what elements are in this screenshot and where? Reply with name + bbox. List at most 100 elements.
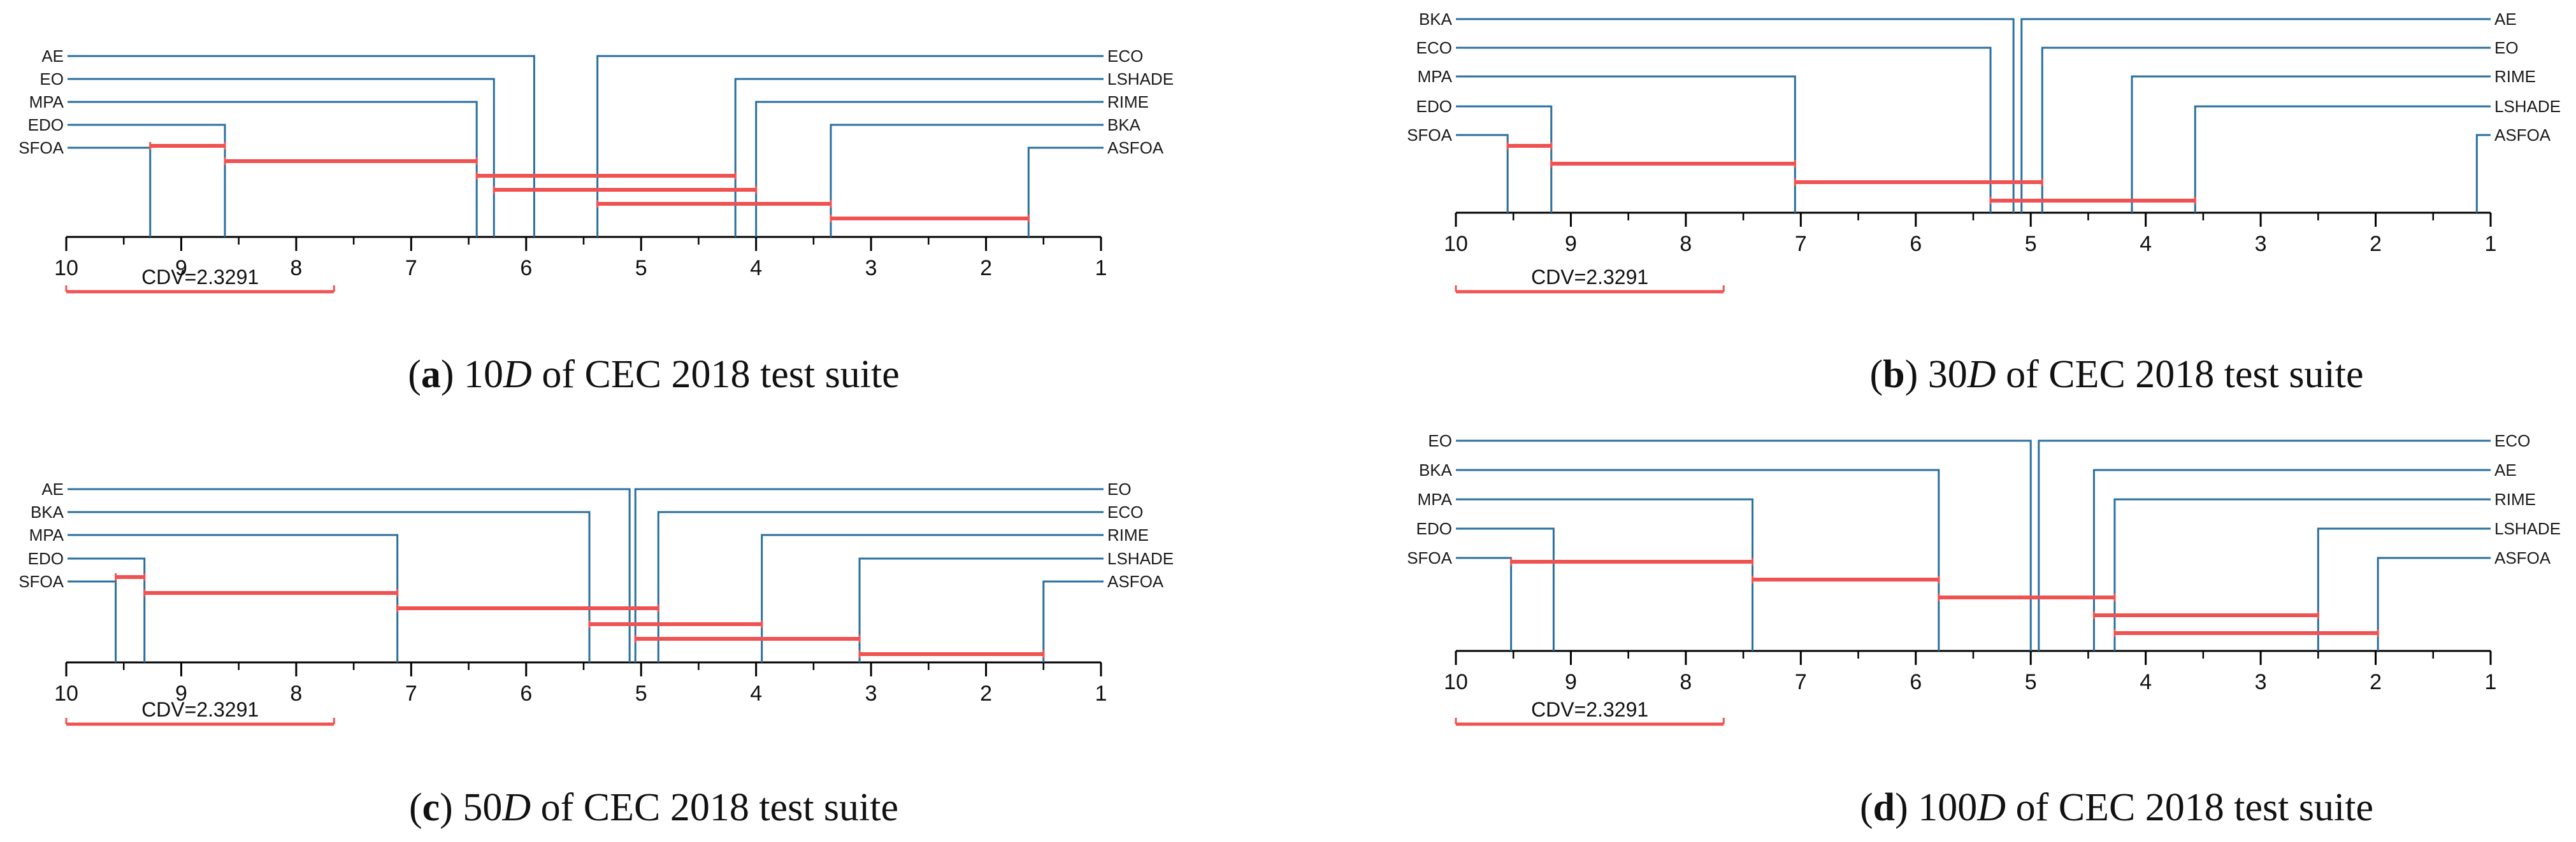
tick-label: 10 (1444, 670, 1468, 694)
method-label-sfoa: SFOA (18, 138, 64, 157)
panel-caption: (d) 100D of CEC 2018 test suite (1860, 786, 2373, 829)
panel-letter: b (1883, 353, 1904, 396)
method-label-bka: BKA (31, 503, 64, 522)
tick-label: 5 (2025, 670, 2037, 694)
method-label-eco: ECO (1107, 503, 1143, 522)
method-line-eo (2041, 46, 2491, 213)
method-label-rime: RIME (1107, 525, 1149, 545)
tick-label: 1 (1095, 681, 1107, 706)
caption-dim: 50 (463, 786, 502, 829)
panel-caption: (b) 30D of CEC 2018 test suite (1870, 353, 2364, 396)
tick-label: 9 (1565, 670, 1577, 694)
method-label-edo: EDO (1416, 519, 1452, 538)
cd-label: CDV=2.3291 (1531, 266, 1648, 289)
method-label-asfoa: ASFOA (1107, 138, 1164, 157)
method-label-lshade: LSHADE (2494, 519, 2561, 538)
tick-label: 6 (520, 681, 532, 706)
method-line-lshade (2317, 527, 2491, 651)
method-line-eco (1456, 46, 1992, 213)
panel-caption: (c) 50D of CEC 2018 test suite (409, 786, 898, 829)
tick-label: 10 (54, 256, 78, 280)
tick-label: 8 (290, 256, 302, 280)
caption-dim: 30 (1928, 353, 1968, 396)
tick-label: 1 (1095, 256, 1107, 280)
method-label-bka: BKA (1419, 460, 1453, 480)
method-label-rime: RIME (1107, 92, 1149, 111)
method-line-sfoa (1456, 557, 1513, 651)
method-line-rime (2113, 498, 2491, 651)
panel-letter: a (421, 353, 441, 396)
tick-label: 2 (2370, 232, 2382, 256)
tick-label: 3 (2255, 670, 2267, 694)
caption-rest: of CEC 2018 test suite (531, 786, 898, 829)
caption-dim: 100 (1918, 786, 1977, 829)
method-line-eo (634, 488, 1104, 662)
method-line-lshade (858, 557, 1104, 662)
method-label-ae: AE (41, 480, 64, 499)
tick-label: 9 (1565, 232, 1577, 256)
tick-label: 5 (635, 681, 647, 706)
caption-dim-unit: D (503, 353, 532, 396)
method-label-sfoa: SFOA (1407, 125, 1452, 145)
tick-label: 9 (175, 256, 187, 280)
tick-label: 1 (2485, 670, 2497, 694)
method-line-edo (1456, 105, 1553, 213)
method-label-mpa: MPA (29, 92, 64, 111)
caption-dim-unit: D (1967, 353, 1996, 396)
cd-panel-a: 10 9 8 7 6 5 4 3 2 1 AE EO MPA EDO SFOA ECO LSHADE RIME BK… (18, 46, 1174, 396)
caption-dim-unit: D (1976, 786, 2006, 829)
method-line-eco (657, 511, 1104, 662)
method-label-asfoa: ASFOA (2494, 125, 2551, 145)
cd-label: CDV=2.3291 (141, 698, 259, 721)
method-label-mpa: MPA (1418, 67, 1453, 86)
tick-label: 6 (520, 256, 532, 280)
tick-label: 9 (175, 681, 187, 706)
method-label-ae: AE (2494, 10, 2517, 29)
tick-label: 3 (865, 681, 877, 706)
method-line-edo (1456, 527, 1555, 651)
method-line-asfoa (2475, 134, 2491, 213)
method-line-ae (68, 488, 631, 662)
tick-label: 1 (2485, 232, 2497, 256)
method-line-eco (2038, 439, 2491, 651)
method-label-bka: BKA (1419, 10, 1453, 29)
method-label-rime: RIME (2494, 67, 2536, 86)
method-line-sfoa (68, 580, 117, 662)
tick-label: 10 (54, 681, 78, 706)
panel-letter: d (1873, 786, 1895, 829)
method-line-eo (68, 78, 495, 237)
method-line-asfoa (1027, 146, 1104, 237)
tick-label: 5 (635, 256, 647, 280)
method-label-bka: BKA (1107, 115, 1141, 134)
panel-letter: c (422, 786, 440, 829)
method-label-asfoa: ASFOA (1107, 572, 1164, 591)
cd-panel-d: 10 9 8 7 6 5 4 3 2 1 EO BKA MPA EDO SFOA ECO AE RIME LSHAD… (1407, 431, 2561, 829)
method-line-edo (68, 124, 226, 237)
caption-rest: of CEC 2018 test suite (1996, 353, 2364, 396)
method-line-ae (68, 55, 535, 237)
method-label-eo: EO (2494, 38, 2519, 57)
method-label-eco: ECO (1416, 38, 1452, 57)
method-line-mpa (68, 534, 399, 662)
caption-dim: 10 (464, 353, 503, 396)
method-label-edo: EDO (1416, 97, 1452, 116)
tick-label: 4 (2140, 670, 2152, 694)
tick-label: 2 (2370, 670, 2382, 694)
method-line-edo (68, 557, 146, 662)
method-line-rime (2131, 75, 2491, 213)
method-label-asfoa: ASFOA (2494, 548, 2551, 567)
method-line-mpa (1456, 498, 1754, 651)
tick-label: 8 (1680, 670, 1692, 694)
method-label-edo: EDO (28, 115, 64, 134)
cd-label: CDV=2.3291 (1531, 698, 1648, 721)
tick-label: 2 (980, 681, 992, 706)
caption-rest: of CEC 2018 test suite (2006, 786, 2373, 829)
method-label-eo: EO (40, 69, 64, 89)
method-label-rime: RIME (2494, 490, 2536, 509)
method-label-mpa: MPA (1418, 490, 1453, 509)
cd-panel-c: 10 9 8 7 6 5 4 3 2 1 AE BKA MPA EDO SFOA EO ECO RIME LSHAD… (18, 480, 1174, 829)
method-label-ae: AE (41, 46, 64, 66)
method-line-eo (1456, 439, 2032, 651)
method-line-bka (1456, 18, 2015, 213)
